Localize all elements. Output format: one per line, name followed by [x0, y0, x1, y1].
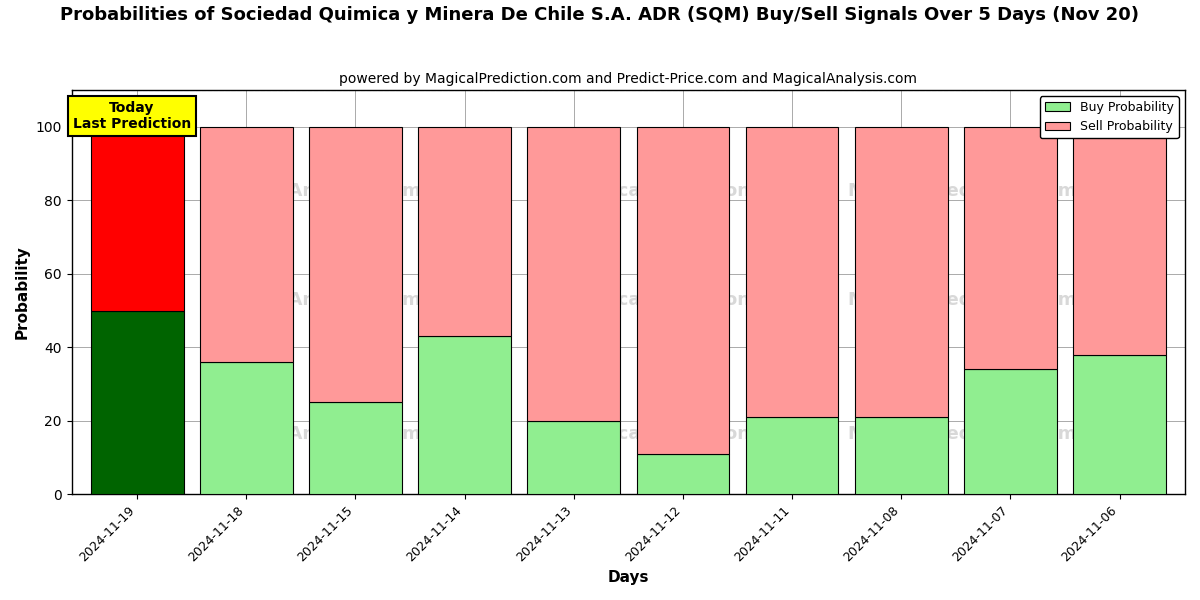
- X-axis label: Days: Days: [607, 570, 649, 585]
- Y-axis label: Probability: Probability: [16, 245, 30, 339]
- Bar: [200, 362, 293, 494]
- Bar: [419, 127, 511, 336]
- Bar: [745, 417, 839, 494]
- Bar: [854, 127, 948, 417]
- Legend: Buy Probability, Sell Probability: Buy Probability, Sell Probability: [1040, 96, 1178, 139]
- Bar: [964, 370, 1057, 494]
- Bar: [310, 403, 402, 494]
- Bar: [310, 127, 402, 403]
- Text: Today
Last Prediction: Today Last Prediction: [72, 101, 191, 131]
- Bar: [636, 454, 730, 494]
- Bar: [1073, 127, 1166, 355]
- Bar: [527, 127, 620, 421]
- Bar: [636, 127, 730, 454]
- Title: powered by MagicalPrediction.com and Predict-Price.com and MagicalAnalysis.com: powered by MagicalPrediction.com and Pre…: [340, 72, 917, 86]
- Text: Probabilities of Sociedad Quimica y Minera De Chile S.A. ADR (SQM) Buy/Sell Sign: Probabilities of Sociedad Quimica y Mine…: [60, 6, 1140, 24]
- Bar: [200, 127, 293, 362]
- Text: MagicalAnalysis.com: MagicalAnalysis.com: [211, 291, 421, 309]
- Bar: [527, 421, 620, 494]
- Text: MagicalAnalysis.com: MagicalAnalysis.com: [211, 182, 421, 200]
- Text: MagicalPrediction.com: MagicalPrediction.com: [569, 182, 799, 200]
- Bar: [964, 127, 1057, 370]
- Bar: [745, 127, 839, 417]
- Text: MagicalPrediction.com: MagicalPrediction.com: [847, 291, 1078, 309]
- Text: MagicalAnalysis.com: MagicalAnalysis.com: [211, 425, 421, 443]
- Text: MagicalPrediction.com: MagicalPrediction.com: [569, 291, 799, 309]
- Bar: [854, 417, 948, 494]
- Text: MagicalPrediction.com: MagicalPrediction.com: [569, 425, 799, 443]
- Text: MagicalPrediction.com: MagicalPrediction.com: [847, 182, 1078, 200]
- Text: MagicalPrediction.com: MagicalPrediction.com: [847, 425, 1078, 443]
- Bar: [91, 311, 184, 494]
- Bar: [419, 336, 511, 494]
- Bar: [91, 127, 184, 311]
- Bar: [1073, 355, 1166, 494]
